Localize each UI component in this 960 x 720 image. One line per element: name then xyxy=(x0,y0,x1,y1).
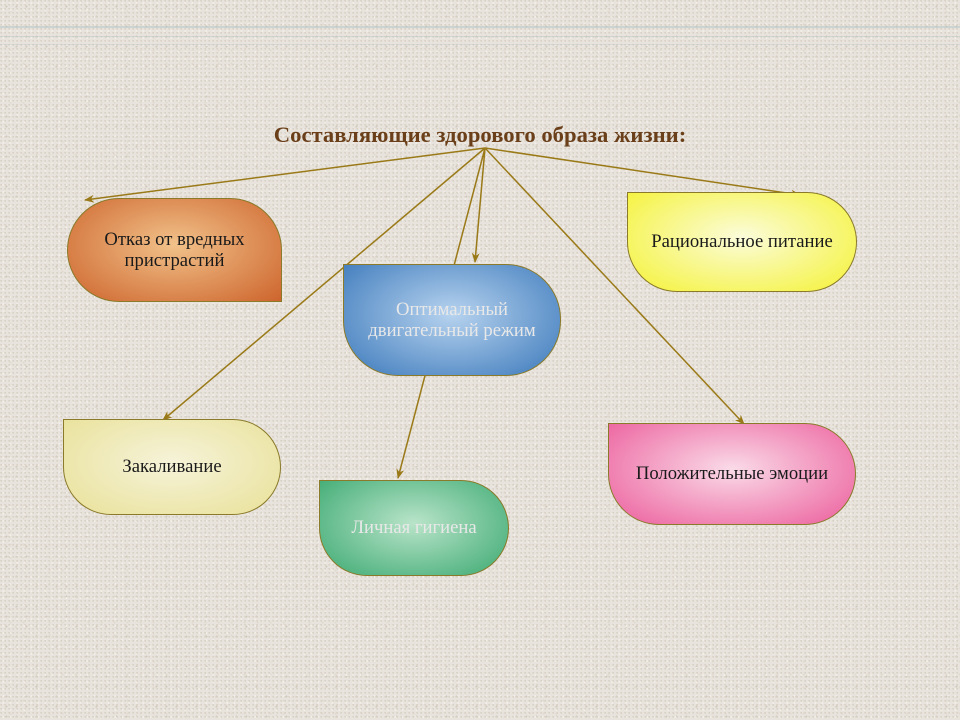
arrow xyxy=(485,148,800,195)
node-label: Отказ от вредных пристрастий xyxy=(82,229,267,272)
diagram-canvas: Составляющие здорового образа жизни: Отк… xyxy=(0,0,960,720)
node-emotions: Положительные эмоции xyxy=(608,423,856,525)
arrow xyxy=(475,148,485,262)
diagram-title: Составляющие здорового образа жизни: xyxy=(0,122,960,148)
node-label: Положительные эмоции xyxy=(636,463,828,484)
decorative-line xyxy=(0,36,960,37)
node-label: Закаливание xyxy=(122,456,221,477)
node-harmful: Отказ от вредных пристрастий xyxy=(67,198,282,302)
node-label: Рациональное питание xyxy=(651,231,833,252)
node-label: Оптимальный двигательный режим xyxy=(358,299,546,342)
decorative-line xyxy=(0,44,960,45)
node-hygiene: Личная гигиена xyxy=(319,480,509,576)
decorative-line xyxy=(0,26,960,28)
node-motor: Оптимальный двигательный режим xyxy=(343,264,561,376)
arrow xyxy=(85,148,485,200)
node-hardening: Закаливание xyxy=(63,419,281,515)
node-nutrition: Рациональное питание xyxy=(627,192,857,292)
node-label: Личная гигиена xyxy=(351,517,476,538)
